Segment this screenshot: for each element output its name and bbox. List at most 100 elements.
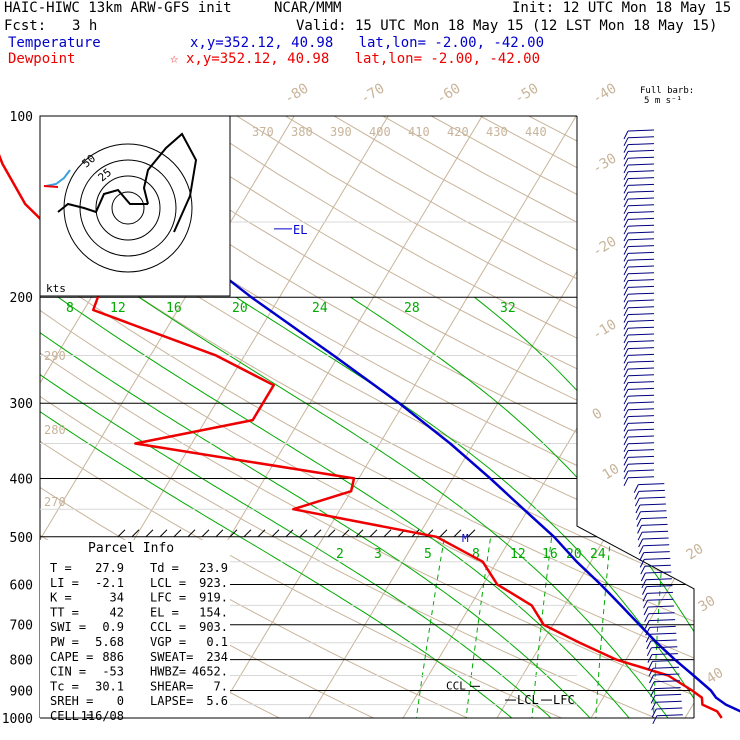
center-label: NCAR/MMM xyxy=(274,0,342,16)
freezing-tick xyxy=(271,529,280,538)
wind-barb-shaft xyxy=(655,693,682,696)
mixing-ratio-line xyxy=(594,536,612,718)
isotherm-right-label: 10 xyxy=(600,461,623,484)
wind-barb-flag xyxy=(640,572,646,582)
freezing-tick xyxy=(117,529,126,538)
wind-barb-shaft xyxy=(627,156,655,159)
moist-adiabat-line xyxy=(138,296,678,718)
wind-barb-flag xyxy=(623,259,629,269)
wind-barb-shaft xyxy=(627,272,655,275)
mixing-ratio-line xyxy=(729,537,733,731)
wind-barb-shaft xyxy=(627,340,655,343)
wind-barb-flag xyxy=(623,307,629,317)
wind-barb-shaft xyxy=(627,279,655,282)
wind-barb-shaft xyxy=(627,394,655,397)
parcel-value: 30.1 xyxy=(95,679,124,693)
freezing-tick xyxy=(439,529,448,538)
wind-barb-shaft xyxy=(627,387,655,390)
theta-left-label: 290 xyxy=(44,349,66,363)
pressure-label: 400 xyxy=(10,472,33,487)
wind-barb-shaft xyxy=(627,306,655,309)
wind-barb-flag xyxy=(623,232,629,242)
parcel-key: SWI = xyxy=(50,620,86,634)
hodograph-red-segment xyxy=(43,185,59,188)
wind-barb-flag xyxy=(638,538,644,548)
fcst-value: 3 h xyxy=(72,18,98,34)
parcel-key: TT = xyxy=(50,605,79,619)
wind-barb-shaft xyxy=(641,523,668,526)
dry-adiabat-line xyxy=(236,116,694,718)
moist-adiabat-line xyxy=(235,296,694,718)
parcel-value: 886 xyxy=(102,650,124,664)
wind-barb-flag xyxy=(623,212,629,221)
wind-barb-flag xyxy=(652,715,658,725)
wind-barb-flag xyxy=(636,518,642,527)
wind-barb-shaft xyxy=(651,653,678,656)
wind-barb-shaft xyxy=(627,170,655,173)
wind-barb-flag xyxy=(623,321,629,330)
wind-barb-flag xyxy=(639,552,645,561)
wind-barb-flag xyxy=(623,355,629,364)
parcel-key: CELL = xyxy=(50,709,93,723)
wind-barb-flag xyxy=(623,178,629,187)
freezing-tick xyxy=(173,529,182,538)
wind-barb-flag xyxy=(649,681,655,691)
wind-barb-flag xyxy=(623,361,629,371)
wind-barb-shaft xyxy=(627,469,655,472)
moist-adiabat-label: 28 xyxy=(404,301,420,316)
freezing-tick xyxy=(327,529,336,538)
wind-barb-shaft xyxy=(627,177,655,180)
barb-value: 5 m s⁻¹ xyxy=(644,96,682,106)
dewpoint-location: x,y=352.12, 40.98 lat,lon= -2.00, -42.00 xyxy=(186,51,541,67)
parcel-value: 7. xyxy=(214,679,228,693)
wind-barb-shaft xyxy=(654,687,681,690)
wind-barb-shaft xyxy=(650,639,677,642)
wind-barb-shaft xyxy=(648,612,675,615)
wind-barb-shaft xyxy=(627,129,655,132)
isotherm-right-label: -10 xyxy=(590,316,620,343)
isotherm-right-label: 30 xyxy=(696,593,719,616)
wind-barb-flag xyxy=(623,457,629,466)
wind-barb-shaft xyxy=(640,517,668,520)
isotherm-top-label: -60 xyxy=(434,80,464,107)
wind-barb-flag xyxy=(623,395,629,405)
parcel-value: 0.9 xyxy=(102,620,124,634)
wind-barb-flag xyxy=(634,497,640,507)
parcel-value: 0.1 xyxy=(206,635,228,649)
dry-adiabat-line xyxy=(90,116,694,718)
isotherm-right-label: 20 xyxy=(684,541,707,564)
wind-barb-flag xyxy=(647,654,653,663)
wind-barb-shaft xyxy=(652,666,679,669)
wind-barb-shaft xyxy=(627,442,655,445)
wind-barb-shaft xyxy=(627,374,655,377)
wind-barb-flag xyxy=(637,531,643,541)
right-border xyxy=(576,116,695,718)
parcel-value: -2.1 xyxy=(95,576,124,590)
wind-barb-flag xyxy=(623,300,629,310)
pressure-label: 300 xyxy=(10,397,33,412)
wind-barb-flag xyxy=(623,219,629,228)
wind-barb-shaft xyxy=(627,136,655,139)
wind-barb-flag xyxy=(623,239,629,249)
pressure-label: 500 xyxy=(10,531,33,546)
freezing-tick xyxy=(285,529,294,538)
theta-label: 440 xyxy=(525,125,547,139)
theta-label: 370 xyxy=(252,125,274,139)
wind-barb-shaft xyxy=(644,557,671,560)
wind-barb-shaft xyxy=(627,455,655,458)
star-icon: ☆ xyxy=(170,51,179,67)
wind-barb-flag xyxy=(623,171,629,181)
wind-barb-shaft xyxy=(627,245,655,248)
model-title: HAIC-HIWC 13km ARW-GFS init xyxy=(4,0,232,16)
wind-barb-flag xyxy=(650,688,656,697)
parcel-key: HWBZ= xyxy=(150,665,186,679)
wind-barbs xyxy=(623,129,683,725)
wind-barb-flag xyxy=(623,130,629,140)
wind-barb-shaft xyxy=(627,231,655,234)
wind-barb-flag xyxy=(643,599,648,609)
isotherm-right-label: -30 xyxy=(590,150,620,177)
wind-barb-flag xyxy=(623,266,629,276)
wind-barb-flag xyxy=(623,191,629,201)
parcel-key: K = xyxy=(50,591,72,605)
